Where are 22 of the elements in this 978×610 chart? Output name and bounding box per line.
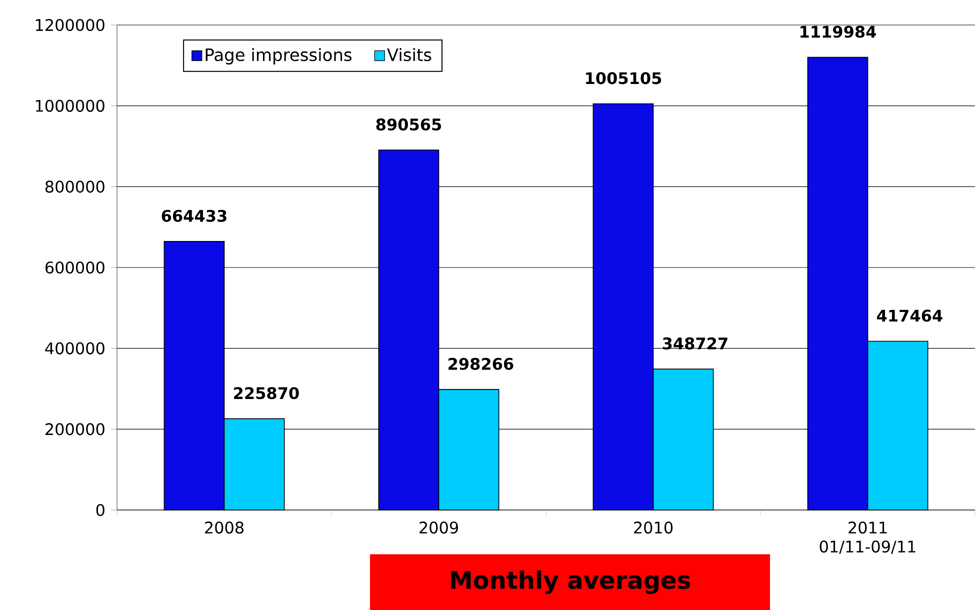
y-tick-label: 1000000 [36,100,104,112]
data-label: 417464 [877,310,942,322]
y-tick-label: 200000 [46,423,104,436]
y-tick-label: 0 [96,504,104,516]
legend-label: Page impressions [206,48,352,64]
y-tick-label: 400000 [45,342,104,354]
data-label: 890565 [376,118,442,131]
data-label: 298266 [448,358,514,370]
y-tick-label: 1200000 [36,18,104,32]
data-label: 664433 [162,210,226,222]
x-tick-label: 2010 [634,522,673,534]
x-tick-label: 2009 [420,522,458,534]
data-label: 1119984 [800,26,876,38]
x-tick-label: 2008 [205,522,244,534]
y-tick-label: 800000 [45,180,104,193]
text: Monthly averages [451,570,690,594]
y-tick-label: 600000 [46,261,104,274]
data-label: 348727 [662,337,728,350]
data-label: 225870 [234,387,299,400]
data-label: 1005105 [586,72,662,84]
legend-label: Visits [387,48,432,62]
x-tick-label: 2011 01/11-09/11 [820,522,916,554]
